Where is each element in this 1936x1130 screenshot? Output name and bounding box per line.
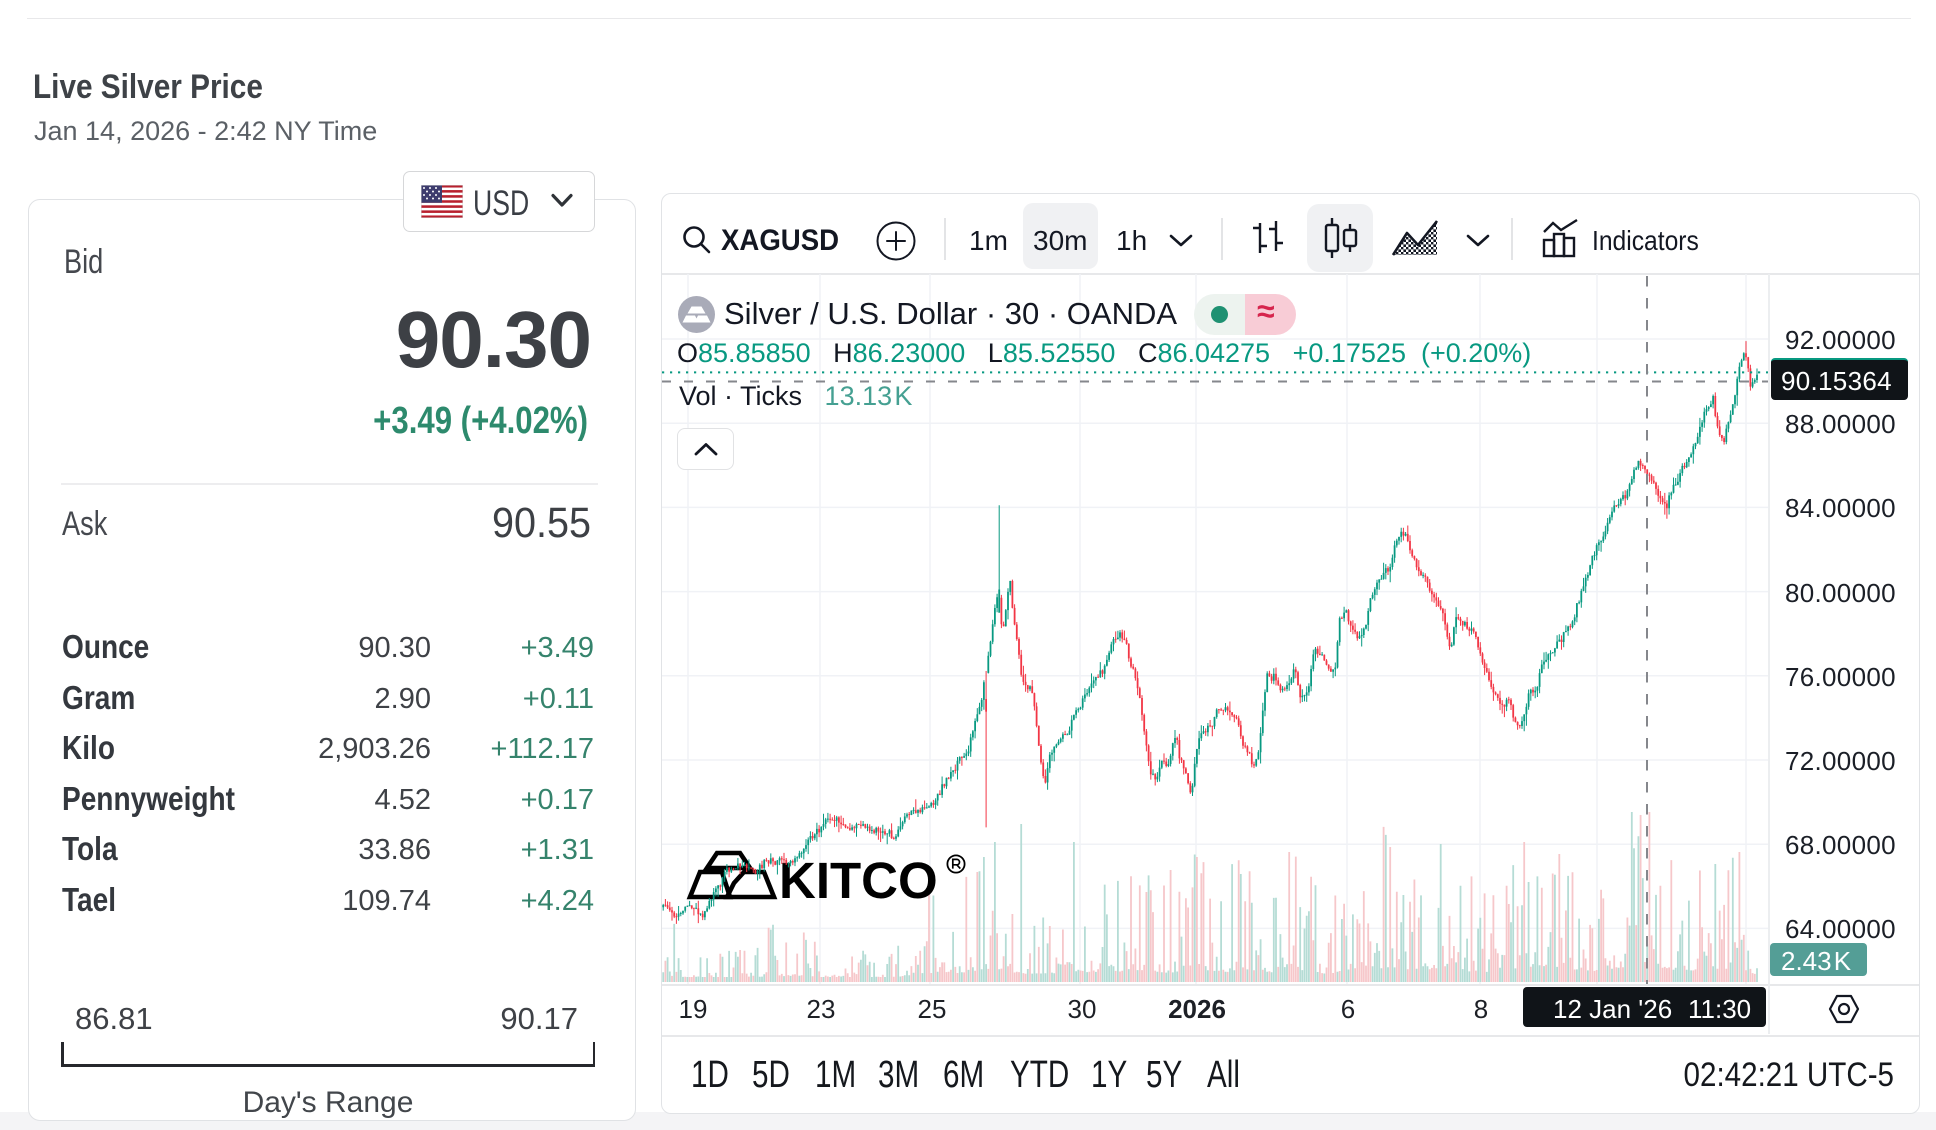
svg-text:KITCO: KITCO <box>779 852 938 909</box>
